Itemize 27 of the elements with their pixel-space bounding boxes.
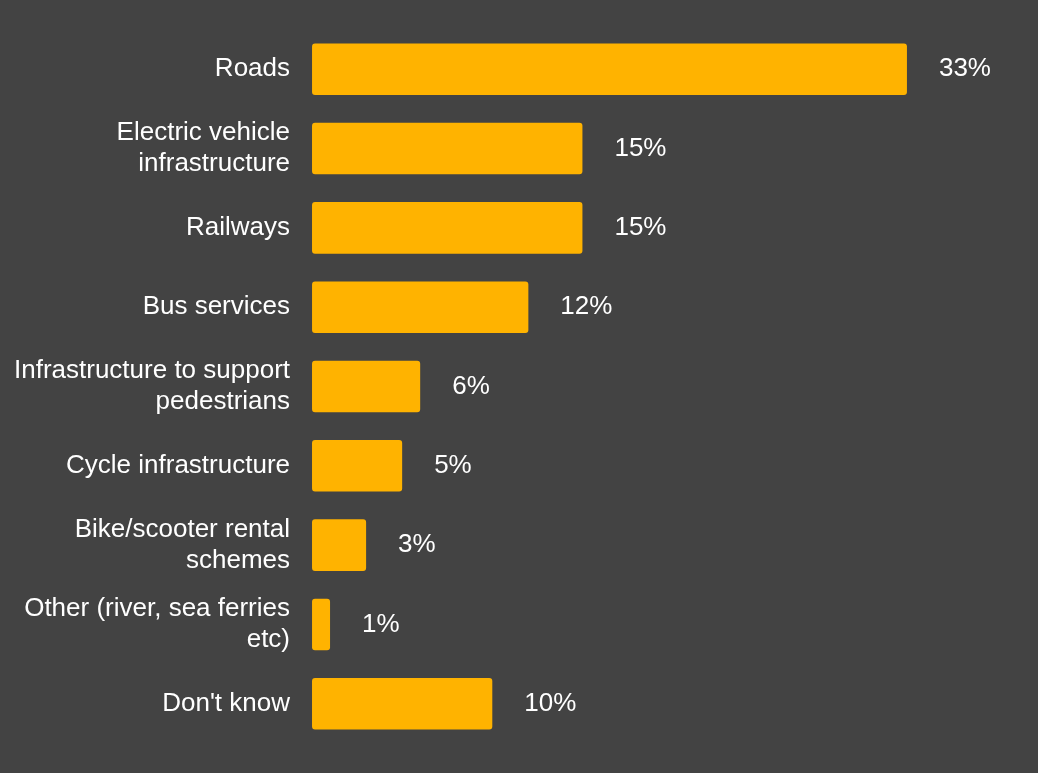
y-tick-label: Roads <box>214 52 291 83</box>
data-label: 5% <box>434 448 472 479</box>
y-tick-label: Infrastructure to support pedestrians <box>13 354 291 416</box>
data-label: 3% <box>398 528 436 559</box>
bar <box>312 598 331 651</box>
bar <box>312 440 403 492</box>
y-tick-label: Bike/scooter rental schemes <box>74 512 291 574</box>
data-label: 15% <box>614 131 667 162</box>
data-label: 10% <box>524 686 577 717</box>
bar <box>312 202 583 254</box>
data-label: 1% <box>362 607 400 638</box>
data-label: 12% <box>560 290 613 321</box>
bar <box>312 519 367 571</box>
bar <box>312 281 529 333</box>
data-label: 15% <box>614 211 667 242</box>
y-tick-label: Cycle infrastructure <box>66 448 291 479</box>
y-tick-label: Railways <box>185 211 291 242</box>
y-tick-label: Electric vehicle infrastructure <box>116 116 291 178</box>
y-tick-label: Other (river, sea ferries etc) <box>24 592 291 654</box>
bar <box>312 360 421 413</box>
data-label: 33% <box>938 52 991 83</box>
y-tick-label: Don't know <box>162 686 291 717</box>
bar <box>312 43 907 96</box>
data-label: 6% <box>452 369 490 400</box>
bar <box>312 122 583 175</box>
y-tick-label: Bus services <box>142 290 291 321</box>
bar <box>312 677 493 730</box>
